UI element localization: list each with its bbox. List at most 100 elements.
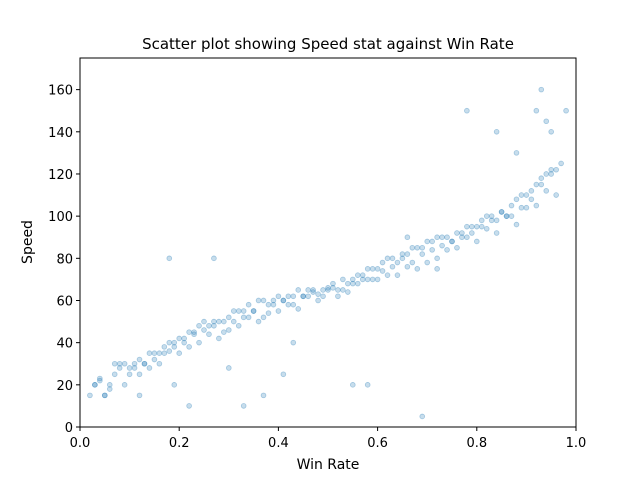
data-point — [483, 213, 490, 219]
data-point — [503, 213, 510, 219]
y-tick-label: 40 — [56, 337, 73, 352]
data-point — [335, 287, 341, 293]
data-point — [111, 371, 118, 378]
data-point — [176, 335, 183, 342]
plot-frame — [79, 57, 577, 428]
data-point — [439, 242, 445, 249]
data-point — [106, 386, 113, 392]
data-point — [464, 234, 470, 241]
data-point — [449, 238, 455, 245]
data-point — [434, 234, 440, 241]
data-point — [320, 293, 326, 300]
data-point — [240, 308, 247, 314]
data-point — [102, 392, 108, 399]
data-point — [493, 230, 500, 236]
data-point — [473, 238, 480, 245]
data-point — [116, 365, 123, 371]
data-point — [211, 255, 217, 262]
data-point — [186, 344, 192, 350]
data-point — [280, 371, 287, 378]
data-point — [364, 276, 371, 283]
data-point — [211, 318, 217, 325]
data-point — [538, 181, 545, 188]
data-point — [493, 129, 500, 135]
data-point — [250, 308, 257, 314]
data-point — [493, 217, 500, 224]
data-point — [478, 223, 485, 230]
data-point — [280, 297, 287, 304]
data-point — [196, 322, 202, 329]
data-point — [240, 403, 247, 409]
data-point — [553, 192, 559, 198]
data-point — [404, 251, 411, 257]
data-point — [369, 266, 376, 272]
data-point — [265, 301, 272, 308]
data-point — [206, 331, 212, 338]
data-point — [349, 382, 356, 388]
y-tick-label: 120 — [48, 168, 73, 183]
data-point — [275, 308, 282, 314]
data-point — [498, 209, 505, 215]
data-point — [126, 371, 133, 378]
data-point — [211, 322, 217, 329]
data-point — [374, 276, 381, 283]
data-point — [320, 287, 326, 293]
data-point — [379, 268, 386, 274]
data-point — [424, 259, 431, 266]
data-point — [533, 202, 540, 209]
x-tick-label: 0.4 — [268, 436, 289, 451]
data-point — [508, 213, 515, 219]
data-point — [349, 276, 356, 283]
y-tick-label: 20 — [56, 379, 73, 394]
data-point — [389, 255, 396, 262]
data-point — [349, 280, 356, 287]
data-point — [513, 221, 520, 228]
data-point — [131, 360, 138, 367]
data-point — [260, 314, 267, 321]
data-point — [454, 230, 460, 236]
data-point — [473, 223, 480, 230]
data-point — [121, 360, 128, 367]
data-point — [235, 322, 242, 329]
data-point — [141, 360, 148, 367]
data-point — [166, 348, 173, 354]
data-point — [315, 291, 321, 297]
data-point — [543, 118, 550, 125]
x-tick-label: 0.8 — [466, 436, 487, 451]
data-point — [345, 280, 351, 287]
data-point — [250, 308, 257, 314]
data-point — [186, 329, 192, 335]
data-point — [419, 251, 426, 257]
data-point — [136, 392, 143, 399]
data-point — [87, 392, 93, 399]
data-point — [528, 196, 535, 203]
data-point — [498, 209, 505, 215]
data-point — [181, 339, 187, 346]
y-axis: 0 20 40 60 80 100 120 140 160 — [48, 84, 80, 436]
data-point — [221, 318, 227, 325]
data-point — [221, 329, 227, 335]
x-tick-label: 0.2 — [169, 436, 190, 451]
data-point — [523, 192, 530, 198]
data-point — [434, 255, 440, 262]
data-point — [206, 322, 212, 329]
data-point — [255, 318, 262, 325]
data-point — [305, 293, 311, 300]
data-point — [126, 365, 133, 371]
data-point — [226, 314, 232, 321]
data-point — [270, 301, 277, 308]
data-point — [235, 308, 242, 314]
data-point — [364, 266, 371, 272]
data-point — [151, 356, 158, 363]
data-point — [290, 301, 297, 308]
data-point — [315, 297, 321, 304]
data-point — [345, 289, 351, 295]
data-point — [330, 285, 336, 291]
data-point — [538, 175, 545, 181]
data-point — [384, 272, 391, 278]
data-point — [186, 403, 192, 409]
data-point — [191, 331, 197, 338]
data-point — [216, 318, 222, 325]
data-point — [295, 287, 302, 293]
